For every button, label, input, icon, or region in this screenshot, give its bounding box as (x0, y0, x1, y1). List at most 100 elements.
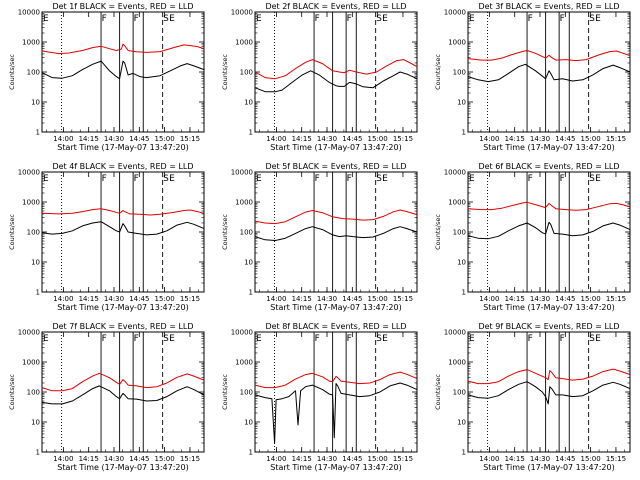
y-axis-label: Counts/sec (8, 54, 16, 90)
marker-label: E (43, 174, 49, 184)
y-tick-label: 1 (249, 129, 253, 137)
x-tick-label: 15:15 (606, 135, 626, 143)
marker-label: F (560, 14, 565, 24)
x-tick-label: 14:00 (53, 135, 73, 143)
y-tick-label: 10000 (231, 169, 253, 177)
x-tick-label: 14:15 (79, 135, 99, 143)
chart-panel-2: Det 2f BLACK = Events, RED = LLD 1 10 100 10… (221, 2, 418, 152)
y-tick-label: 10000 (444, 169, 466, 177)
marker-label: S (163, 174, 169, 184)
x-tick-label: 14:00 (53, 295, 73, 303)
y-tick-label: 1000 (22, 199, 40, 207)
x-tick-label: 15:00 (581, 295, 601, 303)
y-tick-label: 1000 (22, 359, 40, 367)
marker-label: E (256, 14, 262, 24)
x-tick-label: 15:00 (368, 295, 388, 303)
chart-panel-4: Det 4f BLACK = Events, RED = LLD 1 10 100 10… (8, 162, 205, 312)
marker-label: E (43, 14, 49, 24)
y-axis-label: Counts/sec (221, 374, 229, 410)
chart-panel-6: Det 6f BLACK = Events, RED = LLD 1 10 100 10… (434, 162, 631, 312)
marker-label: F (528, 174, 533, 184)
x-tick-label: 14:30 (104, 455, 124, 463)
y-tick-label: 1 (462, 129, 466, 137)
plot-frame (41, 331, 205, 453)
marker-label: S (376, 174, 382, 184)
marker-label: F (102, 14, 107, 24)
series-line-lld (41, 372, 205, 392)
y-axis-label: Counts/sec (434, 374, 442, 410)
x-tick-label: 14:45 (555, 295, 575, 303)
series-line-lld (254, 209, 418, 225)
y-axis-label: Counts/sec (8, 374, 16, 410)
marker-label: F (315, 14, 320, 24)
x-tick-label: 14:15 (79, 455, 99, 463)
y-tick-label: 100 (453, 389, 466, 397)
chart-panel-9: Det 9f BLACK = Events, RED = LLD 1 10 100 10… (434, 322, 631, 472)
x-tick-label: 15:00 (368, 135, 388, 143)
marker-label: E (595, 174, 601, 184)
marker-label: S (163, 334, 169, 344)
y-tick-label: 1 (36, 289, 40, 297)
y-tick-label: 10 (244, 419, 253, 427)
x-tick-label: 14:30 (530, 135, 550, 143)
plot-frame (254, 171, 418, 293)
marker-label: F (315, 174, 320, 184)
x-tick-label: 14:30 (530, 295, 550, 303)
marker-label: E (169, 174, 175, 184)
x-tick-label: 14:00 (53, 455, 73, 463)
marker-label: S (589, 334, 595, 344)
series-line-lld (41, 208, 205, 216)
marker-label: E (256, 174, 262, 184)
series-line-events (41, 60, 205, 80)
x-tick-label: 14:00 (266, 455, 286, 463)
x-tick-label: 14:15 (292, 455, 312, 463)
marker-label: S (163, 14, 169, 24)
panel-title: Det 8f BLACK = Events, RED = LLD (265, 322, 406, 331)
panel-title: Det 3f BLACK = Events, RED = LLD (478, 2, 619, 11)
series-line-events (254, 70, 418, 93)
series-line-events (467, 381, 631, 405)
x-axis-label: Start Time (17-May-07 13:47:20) (270, 463, 401, 472)
series-line-events (467, 63, 631, 83)
x-tick-label: 14:15 (505, 455, 525, 463)
x-tick-label: 14:15 (292, 295, 312, 303)
series-line-lld (254, 59, 418, 80)
x-tick-label: 14:00 (479, 135, 499, 143)
series-line-events (254, 226, 418, 241)
marker-label: E (595, 334, 601, 344)
x-tick-label: 14:45 (342, 455, 362, 463)
y-tick-label: 10 (457, 99, 466, 107)
marker-label: E (469, 14, 475, 24)
x-tick-label: 15:15 (606, 455, 626, 463)
marker-label: F (315, 334, 320, 344)
x-tick-label: 15:15 (393, 135, 413, 143)
y-tick-label: 10 (457, 259, 466, 267)
y-tick-label: 100 (453, 229, 466, 237)
y-tick-label: 1 (462, 449, 466, 457)
x-tick-label: 14:15 (505, 295, 525, 303)
x-tick-label: 14:45 (129, 295, 149, 303)
x-tick-label: 14:30 (317, 455, 337, 463)
marker-label: F (528, 334, 533, 344)
panel-title: Det 5f BLACK = Events, RED = LLD (265, 162, 406, 171)
series-line-lld (41, 43, 205, 55)
marker-label: F (134, 174, 139, 184)
series-line-lld (467, 201, 631, 211)
y-tick-label: 100 (240, 69, 253, 77)
y-tick-label: 1 (249, 289, 253, 297)
y-tick-label: 10 (31, 99, 40, 107)
marker-label: E (382, 174, 388, 184)
x-axis-label: Start Time (17-May-07 13:47:20) (57, 303, 188, 312)
y-tick-label: 100 (27, 229, 40, 237)
chart-panel-3: Det 3f BLACK = Events, RED = LLD 1 10 100 10… (434, 2, 631, 152)
x-tick-label: 15:00 (581, 455, 601, 463)
y-tick-label: 10 (244, 259, 253, 267)
x-tick-label: 14:45 (555, 135, 575, 143)
x-tick-label: 14:00 (266, 295, 286, 303)
marker-label: F (102, 334, 107, 344)
y-axis-label: Counts/sec (434, 214, 442, 250)
y-axis-label: Counts/sec (221, 214, 229, 250)
x-tick-label: 14:45 (129, 135, 149, 143)
x-axis-label: Start Time (17-May-07 13:47:20) (483, 303, 614, 312)
chart-panel-1: Det 1f BLACK = Events, RED = LLD 1 10 100 10… (8, 2, 205, 152)
